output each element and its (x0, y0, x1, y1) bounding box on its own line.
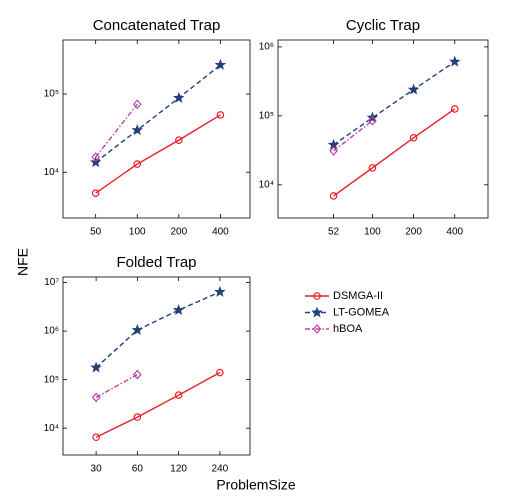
series-line (95, 291, 221, 369)
marker (131, 324, 144, 335)
marker (407, 83, 420, 95)
x-tick-label: 120 (170, 464, 187, 475)
x-tick-label: 52 (328, 227, 340, 238)
series-line (333, 61, 456, 146)
marker (449, 55, 461, 67)
series-line (95, 114, 221, 194)
plot-frame (62, 276, 251, 456)
marker (409, 134, 418, 142)
x-tick-label: 50 (90, 227, 102, 238)
x-tick-label: 400 (212, 227, 229, 238)
marker (92, 433, 100, 442)
marker (90, 361, 102, 373)
series-line (95, 64, 221, 163)
marker (329, 192, 338, 200)
x-tick-label: 30 (91, 464, 103, 475)
series-line (95, 103, 138, 158)
series-line (333, 108, 456, 197)
chart-title: Folded Trap (116, 254, 196, 271)
y-tick-label: 10⁵ (44, 374, 59, 385)
x-tick-label: 400 (446, 227, 463, 238)
x-tick-label: 100 (129, 227, 146, 238)
chart-title: Cyclic Trap (346, 17, 420, 34)
x-tick-label: 240 (212, 464, 229, 475)
series-line (95, 373, 138, 399)
marker (91, 152, 100, 163)
y-tick-label: 10⁴ (44, 423, 59, 434)
marker (133, 413, 142, 421)
legend-marker (312, 324, 322, 334)
marker (91, 392, 101, 403)
y-tick-label: 10⁵ (259, 111, 274, 122)
marker (175, 136, 183, 144)
marker (133, 160, 142, 168)
marker (216, 111, 225, 119)
legend-label: DSMGA-II (333, 290, 383, 302)
y-tick-label: 10⁶ (259, 42, 274, 53)
y-tick-label: 10⁶ (44, 326, 59, 337)
series-line (333, 120, 373, 152)
marker (450, 105, 459, 113)
y-tick-label: 10⁴ (44, 167, 59, 178)
y-axis-label: NFE (15, 248, 31, 276)
marker (91, 189, 100, 197)
marker (329, 146, 338, 156)
legend-label: hBOA (333, 323, 363, 335)
x-axis-label: ProblemSize (216, 477, 296, 493)
legend-marker (311, 306, 323, 318)
marker (368, 115, 377, 126)
marker (368, 164, 377, 172)
x-tick-label: 100 (364, 227, 381, 238)
marker (131, 124, 144, 136)
marker (172, 304, 185, 316)
plot-frame (62, 39, 251, 219)
marker (174, 391, 183, 399)
marker (173, 91, 185, 103)
x-tick-label: 200 (170, 227, 187, 238)
marker (133, 369, 142, 380)
y-tick-label: 10⁴ (259, 179, 274, 190)
y-tick-label: 10⁷ (44, 277, 59, 288)
marker (214, 58, 227, 70)
x-tick-label: 200 (405, 227, 422, 238)
x-tick-label: 60 (132, 464, 144, 475)
chart-title: Concatenated Trap (93, 17, 221, 34)
y-tick-label: 10⁵ (44, 89, 59, 100)
marker (216, 368, 224, 377)
legend-label: LT-GOMEA (333, 306, 390, 318)
legend-marker (313, 292, 321, 300)
series-line (95, 371, 221, 438)
marker (132, 99, 142, 110)
marker (214, 285, 226, 297)
plot-frame (277, 39, 489, 219)
